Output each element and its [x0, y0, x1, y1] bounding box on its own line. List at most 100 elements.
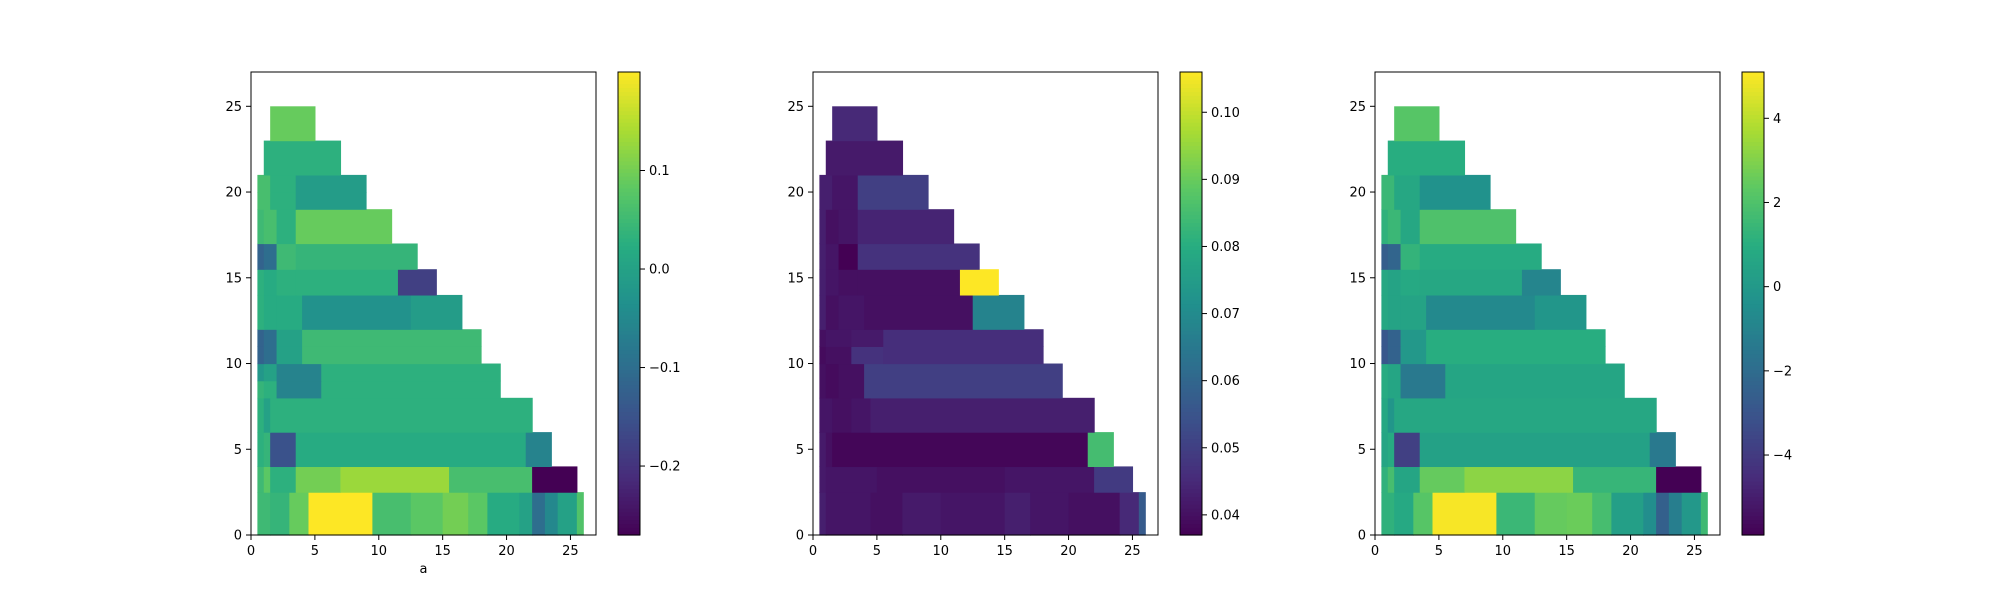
colorbar-segment — [1180, 342, 1202, 347]
heatmap-cell — [1521, 269, 1561, 296]
heatmap-cell — [276, 329, 303, 347]
heatmap-cell — [263, 397, 271, 433]
colorbar-segment — [1742, 315, 1764, 320]
heatmap-cell — [532, 466, 578, 493]
x-tick-label: 25 — [562, 544, 579, 559]
colorbar-segment — [1742, 349, 1764, 355]
colorbar-segment — [618, 180, 640, 185]
colorbar-segment — [618, 388, 640, 393]
heatmap-cell — [295, 269, 399, 296]
heatmap-cell — [1400, 294, 1427, 330]
x-tick-label: 25 — [1686, 544, 1703, 559]
colorbar-segment — [618, 79, 640, 85]
heatmap-cell — [276, 209, 297, 245]
colorbar-segment — [1742, 153, 1764, 158]
heatmap-cell — [302, 294, 412, 330]
colorbar-segment — [618, 473, 640, 478]
y-tick-label: 20 — [787, 186, 804, 201]
colorbar-segment — [618, 442, 640, 447]
colorbar-segment — [1742, 268, 1764, 274]
heatmap-cell — [825, 432, 833, 468]
heatmap-cell — [270, 106, 316, 142]
colorbar-segment — [1742, 106, 1764, 112]
colorbar-segment — [1742, 303, 1764, 308]
colorbar-segment — [618, 203, 640, 208]
colorbar-frame — [1741, 71, 1765, 536]
heatmap-cell — [289, 492, 310, 536]
colorbar-segment — [1180, 183, 1202, 189]
colorbar-segment — [618, 114, 640, 119]
colorbar-segment — [1742, 203, 1764, 208]
colorbar-segment — [618, 288, 640, 293]
x-tick-label: 15 — [996, 544, 1013, 559]
colorbar-segment — [618, 415, 640, 420]
colorbar-segment — [1180, 357, 1202, 362]
heatmap-cell — [1387, 269, 1402, 296]
colorbar-segment — [618, 284, 640, 289]
colorbar-segment — [1742, 141, 1764, 146]
colorbar-segment — [618, 500, 640, 505]
heatmap-cell — [263, 294, 278, 330]
colorbar-segment — [618, 450, 640, 455]
colorbar-tick-label: 0.1 — [649, 164, 670, 179]
colorbar-segment — [1180, 353, 1202, 359]
colorbar-segment — [1742, 241, 1764, 247]
colorbar-segment — [1742, 99, 1764, 104]
heatmap-cell — [276, 363, 322, 382]
colorbar-segment — [1742, 249, 1764, 254]
colorbar-segment — [1742, 453, 1764, 459]
x-tick-label: 10 — [371, 544, 388, 559]
colorbar-segment — [618, 353, 640, 359]
colorbar-segment — [618, 419, 640, 424]
heatmap-cell — [1387, 397, 1395, 433]
colorbar-segment — [618, 318, 640, 324]
heatmap-cell — [1649, 432, 1676, 468]
heatmap-panel-1: 0 5 10 15 20 25 0 5 10 15 20 25 a −0.2 −0.1 0.0 0.1 — [225, 71, 681, 577]
heatmap-cell — [525, 432, 552, 468]
heatmap-cell — [397, 269, 437, 296]
heatmap-cell — [857, 243, 980, 270]
colorbar-segment — [1180, 311, 1202, 316]
heatmap-cell — [1381, 269, 1389, 296]
colorbar-segment — [1180, 75, 1202, 81]
heatmap-cell — [410, 294, 463, 330]
colorbar-segment — [1742, 442, 1764, 447]
colorbar-segment — [1742, 276, 1764, 281]
colorbar-segment — [1742, 195, 1764, 200]
colorbar-segment — [1742, 523, 1764, 528]
colorbar-segment — [1180, 318, 1202, 324]
x-tick-label: 25 — [1124, 544, 1141, 559]
heatmap-cell — [883, 346, 1044, 365]
colorbar-segment — [1742, 210, 1764, 216]
colorbar-segment — [1180, 199, 1202, 204]
colorbar-segment — [618, 133, 640, 139]
colorbar-segment — [1742, 484, 1764, 490]
heatmap-cell — [442, 492, 469, 536]
heatmap-cell — [838, 294, 865, 330]
colorbar-segment — [618, 527, 640, 532]
colorbar-segment — [1742, 457, 1764, 463]
heatmap-cell — [263, 346, 278, 365]
heatmap-cell — [270, 397, 533, 433]
heatmap-cell — [1592, 492, 1612, 536]
heatmap-cell — [1656, 492, 1670, 536]
colorbar-segment — [1180, 187, 1202, 193]
y-tick-label: 15 — [787, 271, 804, 286]
colorbar-segment — [1742, 129, 1764, 135]
heatmap-cell — [263, 140, 342, 176]
heatmap-cell — [295, 466, 342, 493]
colorbar-segment — [1180, 369, 1202, 374]
colorbar-segment — [1742, 411, 1764, 416]
colorbar-segment — [618, 403, 640, 409]
colorbar-segment — [618, 307, 640, 312]
heatmap-cell — [1004, 492, 1031, 536]
heatmap-cell — [1445, 363, 1625, 399]
heatmap-cell — [819, 209, 827, 245]
colorbar-segment — [1180, 176, 1202, 181]
colorbar-tick-label: 0.06 — [1211, 374, 1240, 389]
colorbar-segment — [1742, 330, 1764, 335]
colorbar-tick-label: 0.0 — [649, 263, 670, 278]
colorbar-segment — [1742, 504, 1764, 509]
heatmap-cell — [857, 209, 955, 245]
colorbar-segment — [1180, 330, 1202, 335]
